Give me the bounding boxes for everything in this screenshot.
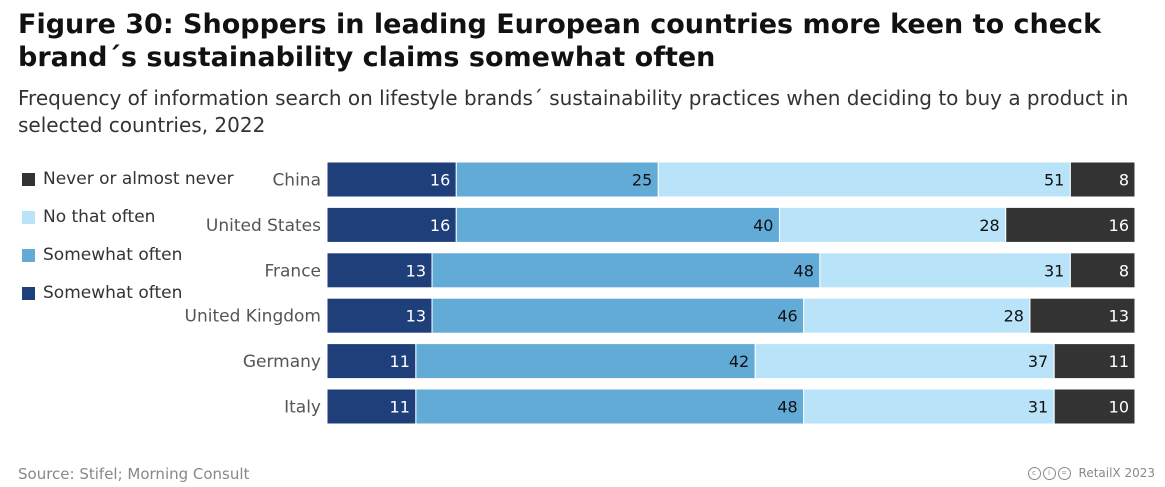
data-label: 28 xyxy=(1004,307,1024,326)
legend-item: Somewhat often xyxy=(22,236,234,274)
legend-swatch xyxy=(22,210,35,224)
cc-icon: c xyxy=(1027,466,1041,480)
legend-label: Never or almost never xyxy=(43,169,234,189)
chart-title: Figure 30: Shoppers in leading European … xyxy=(18,9,1102,73)
bar-segment xyxy=(326,343,417,380)
data-label: 31 xyxy=(1028,398,1048,417)
bar-segment xyxy=(326,161,457,198)
legend-label: Somewhat often xyxy=(43,283,183,303)
data-label: 11 xyxy=(1109,352,1129,371)
category-label: Germany xyxy=(243,352,321,372)
bar-segment xyxy=(415,388,805,425)
bar-segment xyxy=(778,206,1007,243)
data-label: 46 xyxy=(777,307,797,326)
data-label: 42 xyxy=(729,352,749,371)
legend-item: Somewhat often xyxy=(22,274,234,312)
bar-segment xyxy=(819,252,1071,289)
bar-segment xyxy=(1053,343,1136,380)
bar-segment xyxy=(803,388,1055,425)
bar-segment xyxy=(431,252,821,289)
legend: Never or almost never No that often Some… xyxy=(22,160,234,312)
data-label: 10 xyxy=(1109,398,1129,417)
data-label: 13 xyxy=(1109,307,1129,326)
legend-swatch xyxy=(22,286,35,300)
chart-subtitle: Frequency of information search on lifes… xyxy=(18,86,1129,137)
category-label: United States xyxy=(206,216,321,236)
data-label: 16 xyxy=(430,216,450,235)
data-label: 8 xyxy=(1119,171,1129,190)
data-label: 16 xyxy=(1109,216,1129,235)
bar-segment xyxy=(326,252,433,289)
footer-brand: c i = RetailX 2023 xyxy=(1027,466,1155,480)
data-label: 8 xyxy=(1119,261,1129,280)
category-label: China xyxy=(272,171,321,191)
data-label: 13 xyxy=(406,307,426,326)
legend-swatch xyxy=(22,172,35,186)
by-icon: i xyxy=(1042,466,1056,480)
data-label: 40 xyxy=(753,216,773,235)
bar-segment xyxy=(455,206,780,243)
data-label: 37 xyxy=(1028,352,1048,371)
legend-item: No that often xyxy=(22,198,234,236)
data-label: 51 xyxy=(1044,171,1064,190)
nd-icon: = xyxy=(1057,466,1071,480)
data-label: 13 xyxy=(406,261,426,280)
data-label: 11 xyxy=(390,352,410,371)
bar-segment xyxy=(1029,297,1136,334)
data-label: 48 xyxy=(777,398,797,417)
brand-label: RetailX 2023 xyxy=(1078,466,1155,480)
category-label: Italy xyxy=(284,398,321,418)
category-label: United Kingdom xyxy=(185,307,321,327)
bar-segment xyxy=(326,297,433,334)
category-label: France xyxy=(264,261,321,281)
stacked-bar-chart: China 16 25 51 8 United States 16 40 28 16 France 1… xyxy=(185,161,1136,425)
bar-segment xyxy=(1053,388,1136,425)
legend-item: Never or almost never xyxy=(22,160,234,198)
bar-segment xyxy=(431,297,805,334)
bar-segment xyxy=(1005,206,1136,243)
data-label: 48 xyxy=(794,261,814,280)
legend-label: No that often xyxy=(43,207,156,227)
data-label: 25 xyxy=(632,171,652,190)
bar-segment xyxy=(1069,252,1136,289)
bar-segment xyxy=(1069,161,1136,198)
source-note: Source: Stifel; Morning Consult xyxy=(18,465,250,483)
data-label: 31 xyxy=(1044,261,1064,280)
bar-segment xyxy=(803,297,1031,334)
bar-segment xyxy=(754,343,1055,380)
data-label: 28 xyxy=(979,216,999,235)
legend-label: Somewhat often xyxy=(43,245,183,265)
data-label: 11 xyxy=(390,398,410,417)
bar-segment xyxy=(455,161,659,198)
bar-segment xyxy=(326,206,457,243)
data-label: 16 xyxy=(430,171,450,190)
legend-swatch xyxy=(22,248,35,262)
bar-segment xyxy=(415,343,756,380)
bar-segment xyxy=(657,161,1071,198)
